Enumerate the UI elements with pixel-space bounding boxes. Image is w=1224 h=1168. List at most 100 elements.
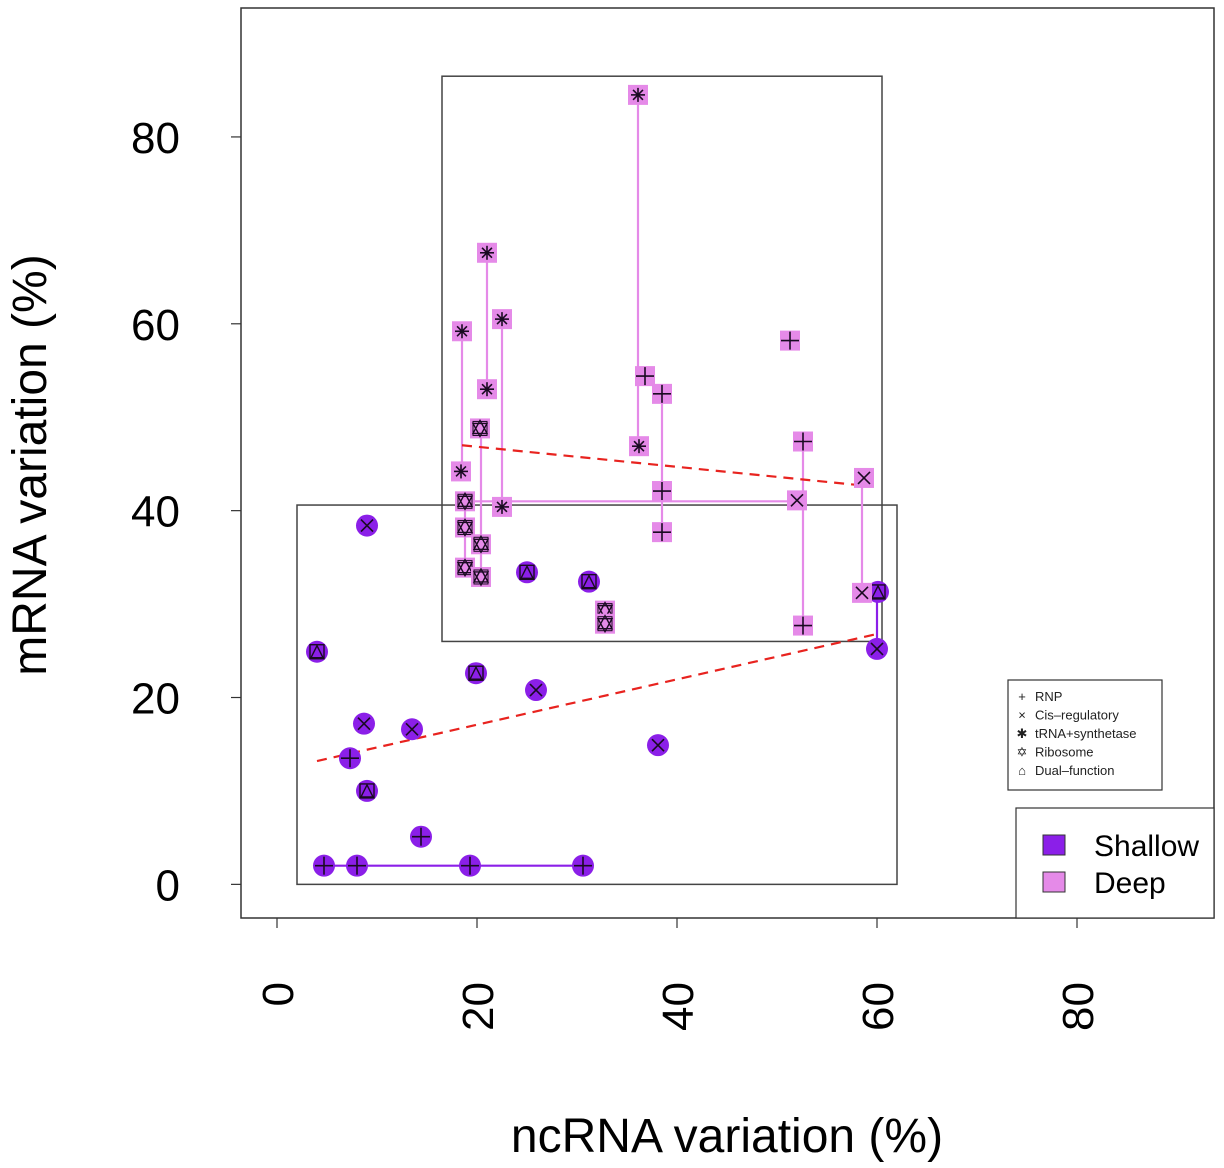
marker-glyph-ribosome [471, 418, 489, 438]
marker-glyph-rnp [781, 331, 799, 350]
marker-glyph-cis-regulatory [855, 586, 869, 600]
shallow-point [465, 662, 487, 685]
triangle-down [456, 521, 474, 537]
legend-label: Ribosome [1035, 745, 1094, 760]
legend-swatch-shallow [1042, 834, 1066, 856]
marker-glyph-dual-function [519, 564, 535, 581]
marker-glyph-cis-regulatory [857, 471, 871, 485]
legend-depth-frame [1015, 807, 1215, 919]
square-outline [473, 569, 489, 585]
x-tick-label: 0 [254, 982, 303, 1006]
shallow-point [306, 640, 328, 663]
cross-b [651, 738, 665, 752]
cross-b [529, 683, 543, 697]
marker-glyph-dual-function [359, 783, 375, 799]
marker-glyph-rnp [461, 856, 479, 875]
cross-b [855, 586, 869, 600]
marker-glyph-trna-synthetase [495, 499, 509, 514]
legend-symbol: ⌂ [1018, 763, 1026, 778]
triangle-up [519, 564, 535, 580]
marker-glyph-rnp [794, 616, 812, 635]
legend-symbol: + [1018, 689, 1026, 704]
marker-glyph-ribosome [472, 567, 490, 587]
cross-b [357, 717, 371, 731]
triangle-up [468, 665, 484, 680]
square-outline [472, 420, 488, 436]
legend-label-shallow: Shallow [1094, 830, 1199, 863]
marker-glyph-rnp [348, 856, 366, 875]
shallow-region-box [296, 504, 898, 886]
shallow-point [516, 561, 538, 584]
triangle-up [456, 558, 474, 574]
marker-glyph-dual-function [468, 665, 484, 681]
marker-glyph-trna-synthetase [454, 464, 468, 479]
x-tick-label: 80 [1054, 982, 1103, 1031]
asterisk-ray [496, 313, 508, 325]
shallow-trend-line [316, 632, 878, 763]
triangle-up [471, 418, 489, 435]
marker-glyph-ribosome [456, 517, 474, 537]
marker-glyph-rnp [412, 827, 430, 846]
triangle-up [456, 491, 474, 508]
triangle-down [456, 561, 474, 578]
triangle-down [471, 422, 489, 438]
y-tick-label: 80 [131, 114, 180, 163]
marker-glyph-dual-function [309, 644, 325, 660]
x-tick-label: 60 [854, 982, 903, 1031]
marker-glyph-rnp [315, 856, 333, 875]
x-tick-label: 40 [654, 982, 703, 1031]
triangle-up [309, 644, 325, 659]
triangle-up [581, 574, 597, 589]
cross-b [790, 493, 804, 507]
group-boxes [296, 75, 898, 886]
marker-glyph-trna-synthetase [480, 382, 494, 397]
triangle-down [596, 617, 614, 634]
marker-glyph-rnp [341, 749, 359, 768]
trend-lines [316, 444, 878, 763]
marker-glyph-rnp [653, 523, 671, 542]
marker-glyph-trna-synthetase [632, 439, 646, 454]
triangle-up [596, 614, 614, 630]
asterisk-ray [455, 465, 467, 477]
marker-glyph-rnp [794, 432, 812, 451]
marker-glyph-cis-regulatory [405, 722, 419, 736]
x-tick-label: 20 [454, 982, 503, 1031]
cross-b [857, 471, 871, 485]
marker-glyph-rnp [574, 856, 592, 875]
y-tick-label: 0 [156, 861, 180, 910]
asterisk-ray [481, 383, 493, 395]
y-tick-label: 20 [131, 675, 180, 724]
marker-glyph-cis-regulatory [529, 683, 543, 697]
legend-symbol: ✡ [1017, 745, 1028, 760]
triangle-down [472, 571, 490, 587]
connecting-lines [324, 94, 879, 867]
marker-glyph-ribosome [596, 614, 614, 634]
triangle-up [472, 567, 490, 583]
marker-glyph-rnp [653, 384, 671, 403]
data-points [306, 84, 889, 877]
legend-marker-types: + RNP × Cis–regulatory ✱ tRNA+synthetase ✡ Ribo… [1007, 679, 1163, 791]
plot-frame [240, 7, 1215, 919]
triangle-down [596, 604, 614, 621]
marker-glyph-dual-function [581, 573, 597, 590]
legend-swatch-deep [1042, 871, 1066, 893]
y-axis-title: mRNA variation (%) [4, 254, 57, 675]
asterisk-ray [481, 247, 493, 259]
marker-glyph-cis-regulatory [651, 738, 665, 752]
marker-glyph-cis-regulatory [790, 493, 804, 507]
triangle-down [472, 538, 490, 554]
axes: 0 20 40 60 80 0 20 40 60 80 [131, 114, 1103, 1031]
legend-depth: Shallow Deep [1015, 807, 1215, 919]
asterisk-ray [496, 501, 508, 513]
marker-glyph-rnp [636, 367, 654, 386]
marker-glyph-trna-synthetase [455, 324, 469, 339]
square-outline [597, 616, 613, 632]
asterisk-ray [633, 440, 645, 452]
legend-label: Cis–regulatory [1035, 708, 1119, 723]
deep-region-box [441, 75, 883, 643]
marker-glyph-rnp [653, 482, 671, 501]
legend-label: Dual–function [1035, 763, 1115, 778]
legend-types-frame [1007, 679, 1163, 791]
marker-glyph-cis-regulatory [357, 717, 371, 731]
legend-label: tRNA+synthetase [1035, 726, 1137, 741]
